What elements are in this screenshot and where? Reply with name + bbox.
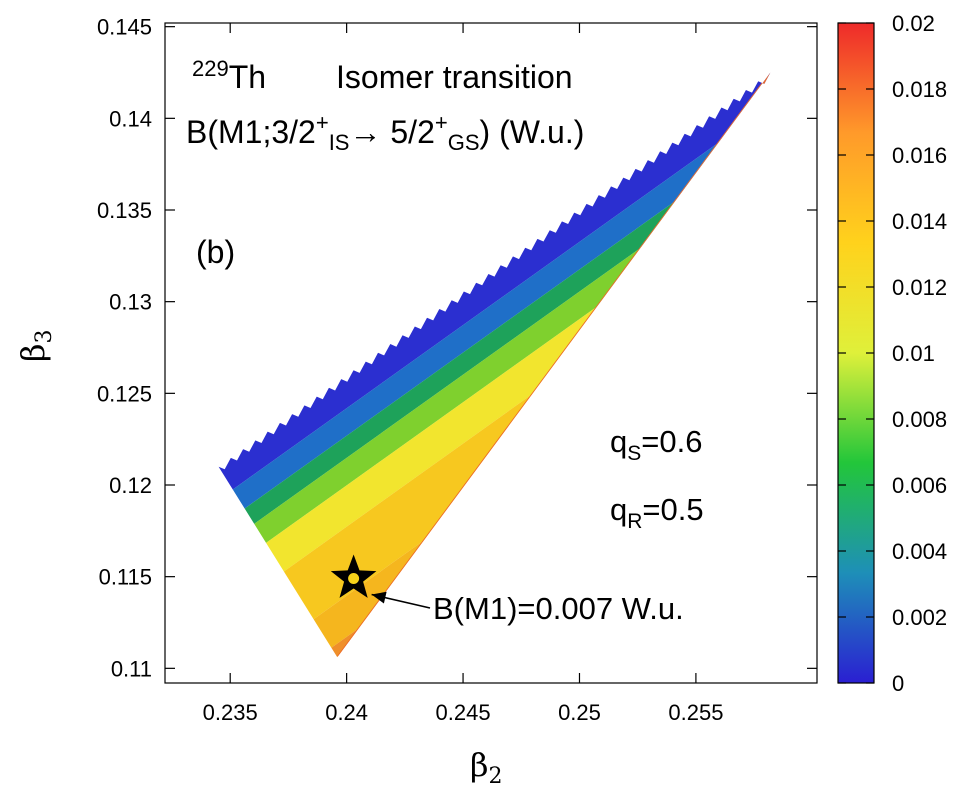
data-region [218, 72, 771, 658]
x-tick-label: 0.24 [325, 700, 368, 725]
y-axis-label-base: β [14, 344, 52, 363]
colorbar-tick-label: 0.02 [892, 11, 935, 36]
colorbar-tick-label: 0.014 [892, 209, 947, 234]
y-tick-label: 0.135 [97, 198, 152, 223]
title-text: Isomer transition [336, 59, 573, 95]
y-tick-label: 0.115 [99, 565, 152, 590]
colorbar-tick-label: 0.018 [892, 77, 947, 102]
plot-frame [164, 22, 818, 684]
x-tick-label: 0.255 [668, 700, 723, 725]
y-tick-label: 0.145 [97, 15, 152, 40]
title-line-1: 229Th Isomer transition [192, 56, 573, 95]
colorbar-tick-label: 0.006 [892, 473, 947, 498]
colorbar-tick-label: 0.016 [892, 143, 947, 168]
y-axis: 0.11 0.115 0.12 0.125 0.13 0.135 0.14 0.145 [97, 15, 817, 681]
colorbar-ticks: 0 0.002 0.004 0.006 0.008 0.01 0.012 0.014 0.016… [838, 11, 947, 696]
color-band [280, 516, 457, 654]
color-band [218, 165, 757, 614]
marker-point [347, 572, 361, 585]
color-band [218, 340, 607, 643]
x-tick-label: 0.235 [203, 700, 258, 725]
nucleus-symbol: Th [229, 59, 266, 95]
color-band [218, 235, 697, 625]
nucleus-mass: 229 [192, 56, 229, 81]
y-tick-label: 0.11 [111, 656, 152, 681]
title-line-2: B(M1;3/2+IS→ 5/2+GS) (W.u.) [186, 110, 584, 155]
x-axis: 0.235 0.24 0.245 0.25 0.255 [203, 23, 723, 725]
y-tick-label: 0.125 [97, 381, 152, 406]
y-tick-label: 0.14 [109, 106, 152, 131]
colorbar-tick-label: 0.004 [892, 539, 947, 564]
param-qs: qS=0.6 [610, 424, 702, 465]
color-band [218, 72, 771, 601]
y-axis-label: β3 [14, 330, 57, 363]
colorbar-tick-label: 0.01 [892, 341, 935, 366]
colorbar-tick-label: 0.008 [892, 407, 947, 432]
y-tick-label: 0.12 [109, 473, 152, 498]
x-axis-label-sub: 2 [489, 764, 503, 789]
panel-label: (b) [196, 234, 235, 270]
marker-label: B(M1)=0.007 W.u. [433, 591, 684, 626]
arrow-icon [371, 591, 387, 604]
x-tick-label: 0.25 [558, 700, 601, 725]
colorbar-tick-label: 0 [892, 671, 904, 696]
x-axis-label: β2 [470, 746, 503, 789]
y-tick-label: 0.13 [109, 290, 152, 315]
x-tick-label: 0.245 [436, 700, 491, 725]
colorbar-tick-label: 0.002 [892, 605, 947, 630]
star-marker [330, 554, 431, 609]
param-qr: qR=0.5 [610, 492, 704, 533]
x-axis-label-base: β [470, 746, 489, 784]
y-axis-label-sub: 3 [32, 330, 57, 344]
colorbar-tick-label: 0.012 [892, 275, 947, 300]
color-band [218, 108, 771, 607]
